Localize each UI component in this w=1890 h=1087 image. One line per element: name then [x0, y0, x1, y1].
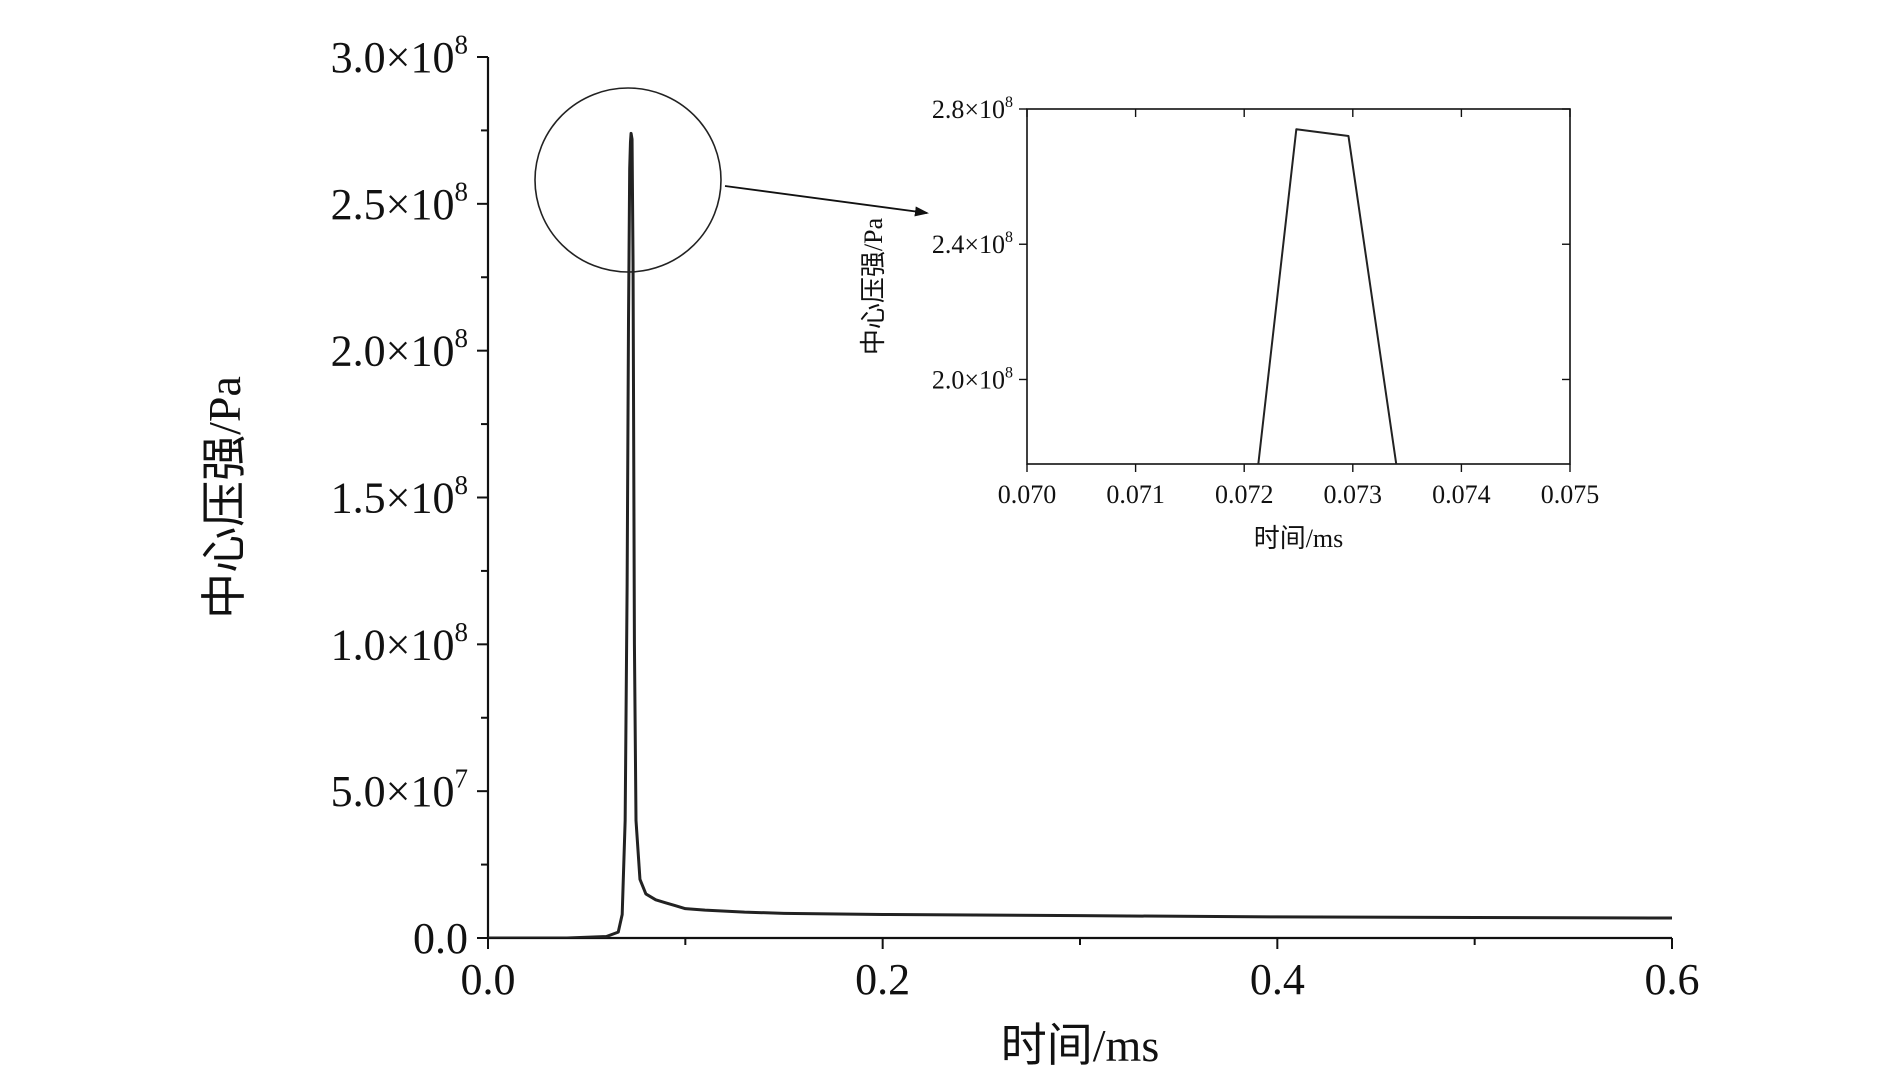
zoom-arrow: [724, 185, 929, 217]
x-tick-label: 0.074: [1432, 480, 1491, 509]
x-tick-label: 0.4: [1250, 955, 1305, 1004]
plot-frame: [1026, 108, 1571, 465]
y-tick-label: 2.5×108: [331, 176, 468, 228]
inset-chart: 0.070 0.071 0.072 0.073 0.074 0.075 2.0×108 2.4…: [859, 94, 1599, 553]
x-tick-label: 0.070: [998, 480, 1057, 509]
main-chart: 0.0 0.2 0.4 0.6 0.0 5.0×107 1.0×108 1.5×108 2.0×…: [199, 29, 1700, 1071]
x-tick-label: 0.071: [1106, 480, 1165, 509]
series-line: [1257, 128, 1398, 464]
y-tick-label: 2.8×108: [932, 94, 1013, 124]
x-axis-title: 时间/ms: [1001, 1020, 1159, 1071]
zoom-circle: [534, 87, 722, 273]
x-tick-label: 0.073: [1324, 480, 1383, 509]
zoom-callout: [534, 87, 929, 273]
y-tick-label: 3.0×108: [331, 29, 468, 81]
x-axis-title: 时间/ms: [1254, 524, 1344, 553]
x-tick-label: 0.0: [461, 955, 516, 1004]
x-tick-label: 0.072: [1215, 480, 1274, 509]
y-tick-label: 2.0×108: [331, 323, 468, 375]
y-tick-label: 2.0×108: [932, 364, 1013, 394]
y-axis-title: 中心压强/Pa: [859, 217, 888, 355]
series-line: [488, 131, 1672, 938]
y-tick-label: 0.0: [413, 914, 468, 963]
x-tick-label: 0.6: [1645, 955, 1700, 1004]
y-tick-label: 2.4×108: [932, 229, 1013, 259]
y-tick-label: 1.5×108: [331, 470, 468, 522]
x-tick-label: 0.075: [1541, 480, 1600, 509]
x-tick-label: 0.2: [855, 955, 910, 1004]
y-axis-title: 中心压强/Pa: [199, 376, 250, 619]
y-tick-label: 1.0×108: [331, 617, 468, 669]
y-tick-label: 5.0×107: [331, 764, 468, 816]
